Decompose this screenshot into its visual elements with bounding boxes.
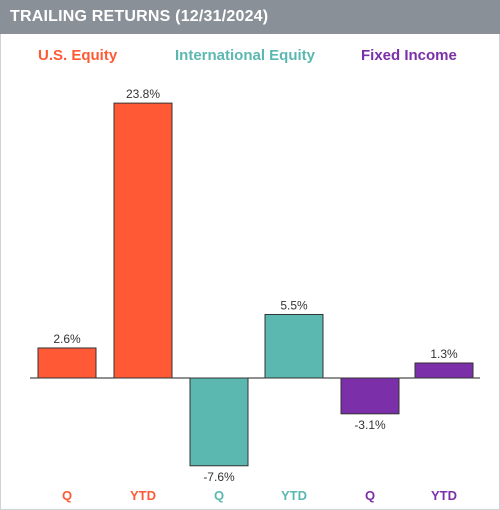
category-label: YTD bbox=[431, 488, 457, 503]
data-label: 2.6% bbox=[53, 332, 81, 346]
group-label-international-equity: International Equity bbox=[175, 47, 316, 64]
bar-fixed-income-q bbox=[340, 377, 400, 415]
bar-fixed-income-ytd bbox=[414, 362, 474, 379]
data-label: 5.5% bbox=[280, 298, 308, 312]
bar-international-equity-ytd bbox=[264, 313, 324, 379]
bar-international-equity-q bbox=[189, 377, 249, 467]
data-label: -7.6% bbox=[203, 470, 235, 484]
bar-u-s-equity-ytd bbox=[113, 102, 173, 379]
category-label: Q bbox=[62, 488, 72, 503]
category-label: Q bbox=[214, 488, 224, 503]
data-label: 1.3% bbox=[430, 347, 458, 361]
bar-u-s-equity-q bbox=[37, 347, 97, 379]
group-label-fixed-income: Fixed Income bbox=[361, 47, 457, 64]
category-label: Q bbox=[365, 488, 375, 503]
chart-title: TRAILING RETURNS (12/31/2024) bbox=[0, 0, 500, 34]
data-label: 23.8% bbox=[126, 87, 160, 101]
category-label: YTD bbox=[130, 488, 156, 503]
group-label-us-equity: U.S. Equity bbox=[38, 47, 118, 64]
data-label: -3.1% bbox=[354, 418, 386, 432]
category-label: YTD bbox=[281, 488, 307, 503]
